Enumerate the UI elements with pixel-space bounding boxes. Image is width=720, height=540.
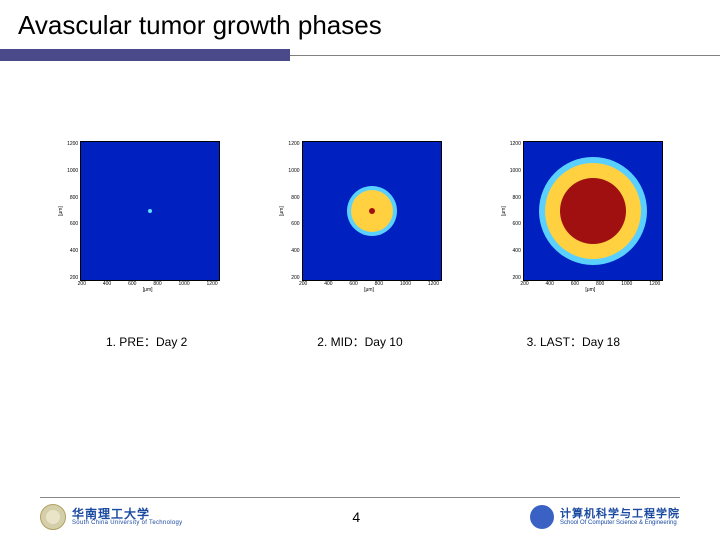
panel-2: [μm]120010008006004002002004006008001000… (278, 141, 441, 293)
y-tick: 1200 (510, 141, 521, 147)
page-number: 4 (352, 509, 360, 525)
tumor-core (369, 208, 375, 214)
y-tick: 400 (70, 248, 78, 254)
x-axis-unit: [μm] (78, 287, 218, 293)
y-tick: 600 (291, 221, 299, 227)
tumor-core (560, 178, 626, 244)
footer: 华南理工大学 South China University of Technol… (0, 497, 720, 530)
title-rule (0, 49, 720, 61)
captions-row: 1. PRE：Day 22. MID：Day 103. LAST：Day 18 (0, 333, 720, 350)
y-axis-unit: [μm] (57, 141, 65, 281)
tumor-dot (148, 209, 152, 213)
y-ticks: 12001000800600400200 (65, 141, 80, 281)
y-tick: 800 (291, 195, 299, 201)
school-name-en: School Of Computer Science & Engineering (560, 520, 680, 526)
y-axis-unit: [μm] (500, 141, 508, 281)
y-ticks: 12001000800600400200 (508, 141, 523, 281)
panel-1: [μm]120010008006004002002004006008001000… (57, 141, 220, 293)
y-tick: 600 (70, 221, 78, 227)
plot-area (523, 141, 663, 281)
y-ticks: 12001000800600400200 (286, 141, 301, 281)
university-name-cn: 华南理工大学 (72, 508, 182, 520)
school-name-cn: 计算机科学与工程学院 (560, 509, 680, 520)
y-axis-unit: [μm] (278, 141, 286, 281)
panel-caption: 1. PRE：Day 2 (40, 333, 253, 350)
y-tick: 800 (513, 195, 521, 201)
plot-area (302, 141, 442, 281)
panel-caption: 3. LAST：Day 18 (467, 333, 680, 350)
plot-area (80, 141, 220, 281)
university-crest-icon (40, 504, 66, 530)
x-axis-unit: [μm] (299, 287, 439, 293)
rule-thick (0, 49, 290, 61)
y-tick: 1200 (288, 141, 299, 147)
rule-thin (290, 55, 720, 56)
slide-title: Avascular tumor growth phases (0, 0, 720, 45)
panel-caption: 2. MID：Day 10 (253, 333, 466, 350)
y-tick: 400 (513, 248, 521, 254)
y-tick: 1200 (67, 141, 78, 147)
y-tick: 1000 (510, 168, 521, 174)
school-crest-icon (530, 505, 554, 529)
university-logo: 华南理工大学 South China University of Technol… (40, 504, 182, 530)
y-tick: 800 (70, 195, 78, 201)
university-name-en: South China University of Technology (72, 520, 182, 526)
panel-3: [μm]120010008006004002002004006008001000… (500, 141, 663, 293)
y-tick: 1000 (288, 168, 299, 174)
x-axis-unit: [μm] (520, 287, 660, 293)
school-logo: 计算机科学与工程学院 School Of Computer Science & … (530, 505, 680, 529)
figures-row: [μm]120010008006004002002004006008001000… (0, 141, 720, 293)
y-tick: 400 (291, 248, 299, 254)
y-tick: 600 (513, 221, 521, 227)
footer-rule (40, 497, 680, 498)
y-tick: 1000 (67, 168, 78, 174)
